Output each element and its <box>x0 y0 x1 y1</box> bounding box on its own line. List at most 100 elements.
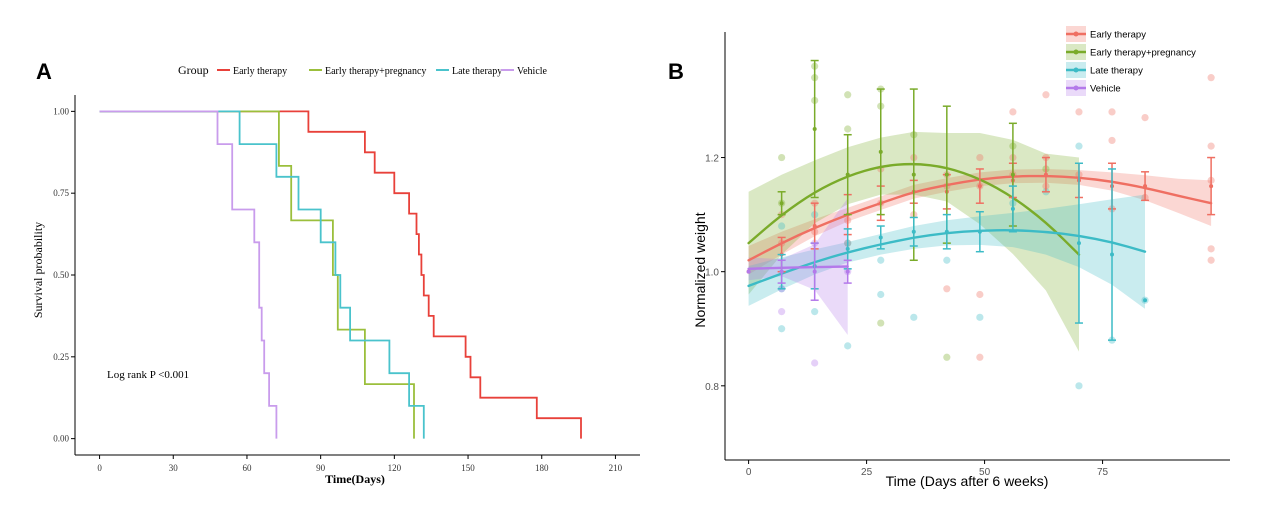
panel-b-point-early-therapy <box>976 290 984 299</box>
panel-b-point-late-therapy <box>877 290 885 299</box>
panel-b-mean-early-therapy-pregnancy <box>812 127 817 132</box>
panel-b-x-tick-label: 75 <box>1097 467 1109 478</box>
panel-b-mean-late-therapy <box>977 229 982 234</box>
panel-b-point-early-therapy <box>1108 108 1116 116</box>
panel-a-x-tick-label: 90 <box>316 463 326 473</box>
panel-a-x-tick-label: 30 <box>169 463 179 473</box>
panel-b-legend-dot-early-therapy <box>1073 31 1079 37</box>
panel-a-y-tick-label: 1.00 <box>53 106 69 116</box>
panel-b-legend-label-early-therapy-pregnancy: Early therapy+pregnancy <box>1090 48 1196 59</box>
panel-a-x-tick-label: 0 <box>97 463 102 473</box>
panel-b-point-late-therapy <box>1075 142 1083 150</box>
panel-a-x-tick-label: 210 <box>609 463 623 473</box>
panel-b-point-early-therapy-pregnancy <box>844 125 852 133</box>
panel-b-mean-early-therapy <box>1143 184 1148 189</box>
panel-a-legend-label-late-therapy: Late therapy <box>452 66 502 77</box>
panel-b-x-tick-label: 50 <box>979 467 991 478</box>
panel-b-mean-early-therapy-pregnancy <box>878 149 883 154</box>
panel-b-y-tick-label: 1.0 <box>705 268 719 279</box>
panel-a-x-tick-label: 60 <box>242 463 252 473</box>
panel-b-point-early-therapy <box>1108 136 1116 145</box>
panel-b-mean-late-therapy <box>944 229 949 234</box>
panel-b-point-early-therapy <box>1207 142 1215 150</box>
panel-b-point-late-therapy <box>1075 382 1083 390</box>
panel-b-mean-early-therapy-pregnancy <box>1010 172 1015 177</box>
panel-b-mean-early-therapy-pregnancy <box>911 172 916 177</box>
panel-b-mean-early-therapy-pregnancy <box>944 172 949 177</box>
panel-b-point-early-therapy <box>1042 91 1050 99</box>
panel-a-legend-label-early-therapy-pregnancy: Early therapy+pregnancy <box>325 66 426 77</box>
panel-b-mean-late-therapy <box>878 235 883 240</box>
panel-a-plot: 0 30 60 90 120 150 180 210 0.00 0.25 0.50 0.75 1.00 <box>53 95 640 473</box>
panel-b-point-early-therapy-pregnancy <box>877 319 885 327</box>
panel-b-point-late-therapy <box>844 342 852 350</box>
panel-b-point-late-therapy <box>778 222 786 230</box>
panel-b-mean-early-therapy <box>1209 184 1214 189</box>
panel-b-point-late-therapy <box>943 256 951 264</box>
panel-b-mean-late-therapy <box>1010 206 1015 211</box>
panel-b-point-late-therapy <box>811 308 819 316</box>
panel-a-legend-label-early-therapy: Early therapy <box>233 66 287 77</box>
panel-b-ci-band-early-therapy <box>748 169 1212 275</box>
panel-b-point-early-therapy <box>1075 108 1083 116</box>
panel-a-y-tick-label: 0.75 <box>53 188 69 198</box>
panel-b-fit-line-early-therapy-pregnancy <box>747 162 1081 256</box>
panel-b-point-late-therapy <box>910 313 918 321</box>
panel-b-mean-early-therapy <box>977 184 982 189</box>
panel-b-point-late-therapy <box>877 256 885 264</box>
panel-a-curve-early-therapy-pregnancy <box>99 110 415 439</box>
panel-a-curve-late-therapy <box>99 110 425 439</box>
panel-a-y-axis-label: Survival probability <box>31 222 45 318</box>
panel-b-point-late-therapy <box>976 313 984 321</box>
panel-a-y-tick-label: 0.50 <box>53 270 69 280</box>
panel-b-mean-vehicle <box>746 269 751 274</box>
panel-b-y-tick-label: 0.8 <box>705 382 719 393</box>
panel-a-x-axis-label: Time(Days) <box>325 472 385 486</box>
panel-b-mean-late-therapy <box>1076 241 1081 246</box>
panel-b-y-tick-label: 1.2 <box>705 154 719 165</box>
panel-b-point-vehicle <box>811 359 819 367</box>
panel-b-point-early-therapy <box>976 353 984 361</box>
panel-b-point-early-therapy-pregnancy <box>943 353 951 361</box>
panel-b-legend: Early therapy Early therapy+pregnancy Late… <box>1066 26 1196 96</box>
panel-b-point-early-therapy <box>1207 256 1215 264</box>
panel-a-y-tick-label: 0.00 <box>53 434 69 444</box>
panel-b-legend-label-late-therapy: Late therapy <box>1090 66 1143 77</box>
panel-b-legend-label-early-therapy: Early therapy <box>1090 30 1146 41</box>
panel-a-legend-label-vehicle: Vehicle <box>517 66 548 77</box>
panel-b-legend-dot-late-therapy <box>1073 67 1079 73</box>
panel-b-point-early-therapy <box>1009 108 1017 116</box>
panel-b-mean-late-therapy <box>845 246 850 251</box>
panel-b-point-late-therapy <box>778 325 786 333</box>
panel-b-mean-early-therapy <box>812 224 817 229</box>
panel-b-plot: 0 25 50 75 0.8 1.0 1.2 <box>705 32 1230 478</box>
panel-b-mean-vehicle <box>779 269 784 274</box>
panel-a-letter: A <box>36 59 52 84</box>
panel-a-legend-title: Group <box>178 63 209 77</box>
panel-b-mean-early-therapy-pregnancy <box>779 201 784 206</box>
panel-a-curve-vehicle <box>99 110 278 439</box>
panel-b-mean-early-therapy <box>1043 172 1048 177</box>
panel-a-legend: Group Early therapy Early therapy+pregnanc… <box>178 63 548 77</box>
panel-b-x-tick-label: 0 <box>746 467 752 478</box>
panel-b-mean-early-therapy-pregnancy <box>845 172 850 177</box>
panel-b-fit-line-early-therapy <box>747 174 1213 262</box>
panel-a-x-tick-label: 120 <box>388 463 402 473</box>
panel-b-point-early-therapy <box>1207 74 1215 82</box>
panel-b-point-early-therapy-pregnancy <box>778 153 786 162</box>
panel-b-mean-late-therapy <box>1143 298 1148 303</box>
panel-b-point-early-therapy <box>943 285 951 293</box>
panel-b-x-axis-label: Time (Days after 6 weeks) <box>886 473 1049 489</box>
panel-b-fit-line-vehicle <box>747 265 849 270</box>
panel-a-x-tick-label: 150 <box>461 463 475 473</box>
panel-a-y-tick-label: 0.25 <box>53 352 69 362</box>
panel-b-point-early-therapy <box>1207 245 1215 253</box>
panel-a-annotation: Log rank P <0.001 <box>107 369 189 381</box>
panel-b-legend-dot-early-therapy-pregnancy <box>1073 49 1079 55</box>
panel-b-mean-vehicle <box>812 269 817 274</box>
panel-a-x-tick-label: 180 <box>535 463 549 473</box>
panel-b-legend-dot-vehicle <box>1073 85 1079 91</box>
panel-b-legend-label-vehicle: Vehicle <box>1090 84 1121 95</box>
panel-b-x-tick-label: 25 <box>861 467 873 478</box>
